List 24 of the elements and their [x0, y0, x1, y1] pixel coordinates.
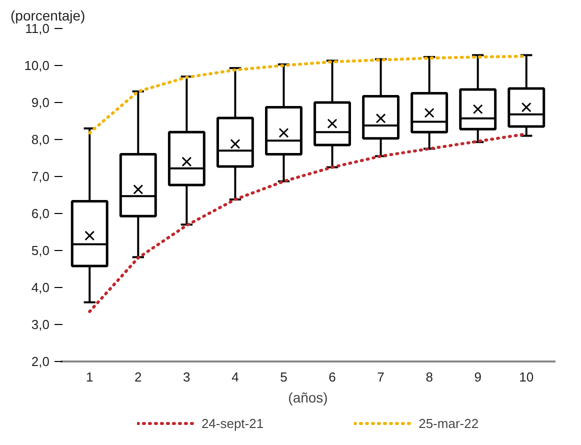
- x-tick-label: 8: [426, 370, 433, 384]
- y-tick-label: 4,0: [31, 280, 50, 295]
- x-tick-label: 4: [232, 370, 239, 384]
- x-tick-label: 5: [280, 370, 288, 384]
- x-tick-label: 1: [86, 370, 94, 384]
- x-axis-title: (años): [288, 390, 328, 406]
- x-tick-label: 9: [474, 370, 482, 384]
- y-tick-label: 11,0: [25, 21, 50, 36]
- x-tick-label: 3: [183, 370, 190, 384]
- y-tick-label: 6,0: [31, 206, 50, 221]
- y-tick-label: 3,0: [31, 317, 50, 332]
- legend-label: 24-sept-21: [201, 416, 264, 430]
- x-tick-label: 2: [134, 370, 142, 384]
- y-tick-label: 7,0: [31, 169, 50, 184]
- legend-label: 25-mar-22: [418, 416, 479, 430]
- x-tick-label: 6: [328, 370, 336, 384]
- y-tick-label: 2,0: [31, 354, 50, 369]
- y-tick-label: 10,0: [24, 58, 50, 73]
- y-tick-label: 5,0: [31, 243, 50, 258]
- y-tick-label: 8,0: [31, 132, 50, 147]
- y-tick-label: 9,0: [31, 95, 50, 110]
- y-axis-title: (porcentaje): [10, 8, 86, 24]
- x-tick-label: 7: [377, 370, 384, 384]
- x-tick-label: 10: [519, 370, 534, 384]
